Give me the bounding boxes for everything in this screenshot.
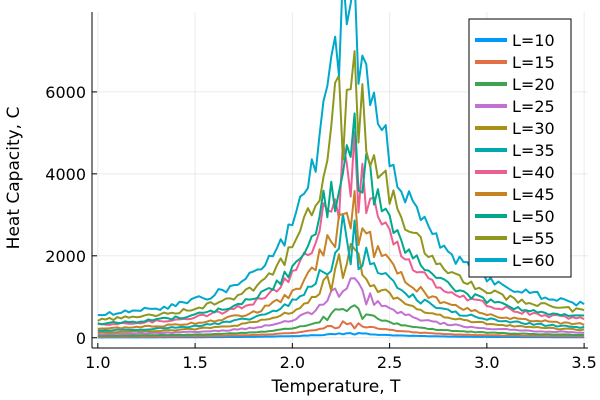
legend-label: L=20	[512, 75, 555, 94]
x-tick-label: 3.0	[474, 353, 499, 372]
y-axis-label: Heat Capacity, C	[4, 107, 24, 250]
x-tick-label: 1.5	[182, 353, 207, 372]
legend-label: L=30	[512, 119, 555, 138]
legend-label: L=55	[512, 229, 555, 248]
y-tick-label: 0	[76, 329, 86, 348]
legend-label: L=45	[512, 185, 555, 204]
series-line-l-50	[97, 112, 585, 326]
series-line-l-10	[97, 332, 585, 339]
series-line-l-45	[97, 189, 585, 330]
legend-label: L=60	[512, 251, 555, 270]
legend-label: L=10	[512, 31, 555, 50]
series-line-l-25	[97, 277, 585, 336]
legend-label: L=50	[512, 207, 555, 226]
series-layer	[97, 0, 585, 339]
y-tick-label: 6000	[45, 83, 86, 102]
axes	[91, 12, 588, 349]
series-line-l-15	[97, 320, 585, 338]
y-tick-label: 4000	[45, 165, 86, 184]
series-line-l-55	[97, 50, 585, 322]
legend: L=10 L=15 L=20 L=25 L=30 L=35 L=40 L=45 L=50 L=55…	[468, 18, 572, 278]
legend-label: L=35	[512, 141, 555, 160]
x-tick-label: 1.0	[85, 353, 110, 372]
x-tick-label: 2.5	[377, 353, 402, 372]
x-tick-label: 3.5	[571, 353, 596, 372]
legend-label: L=15	[512, 53, 555, 72]
tick-labels: 1.0 1.5 2.0 2.5 3.0 3.5 0 2000 4000 6000	[45, 83, 597, 372]
legend-label: L=40	[512, 163, 555, 182]
series-line-l-60	[97, 0, 585, 317]
series-line-l-35	[97, 213, 585, 332]
x-axis-label: Temperature, T	[271, 377, 401, 397]
series-line-l-20	[97, 304, 585, 337]
y-tick-label: 2000	[45, 247, 86, 266]
legend-label: L=25	[512, 97, 555, 116]
x-tick-label: 2.0	[280, 353, 305, 372]
series-line-l-30	[97, 242, 585, 334]
